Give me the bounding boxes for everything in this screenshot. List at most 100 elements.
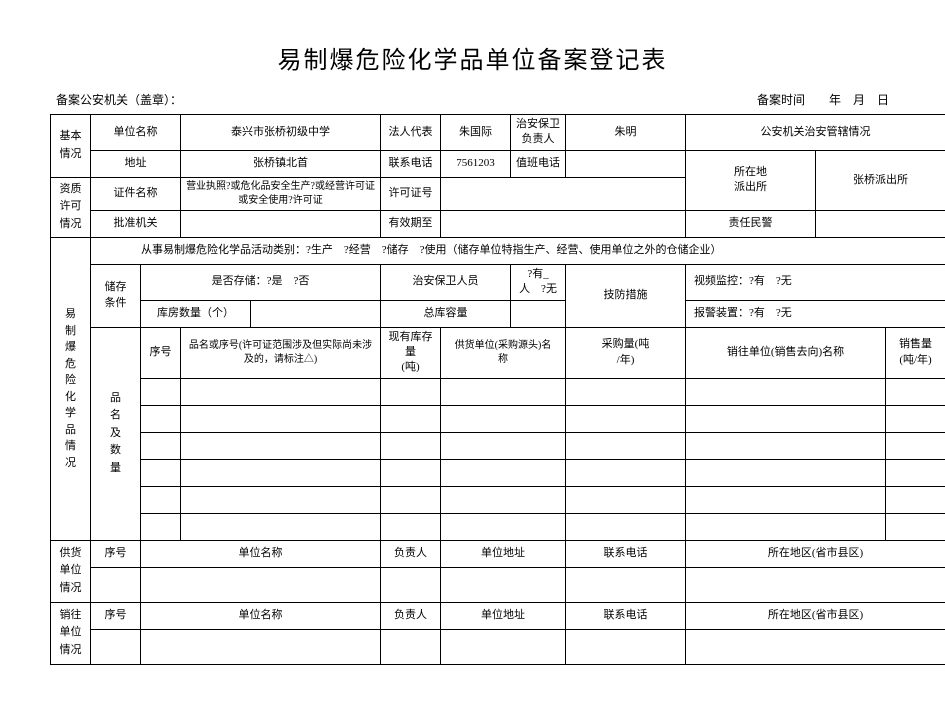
table-row: [441, 405, 566, 432]
table-row: [181, 405, 381, 432]
lbl-purchase: 采购量(吨/年): [566, 327, 686, 378]
table-row: [381, 567, 441, 602]
table-row: [441, 459, 566, 486]
table-row: [91, 629, 141, 664]
table-row: [886, 405, 945, 432]
val-resp-police: [816, 210, 945, 237]
val-legal-rep: 朱国际: [441, 115, 511, 151]
table-row: [566, 378, 686, 405]
val-local-station: 张桥派出所: [816, 150, 945, 210]
section-sales: 销往单位情况: [51, 602, 91, 664]
lbl-valid-until: 有效期至: [381, 210, 441, 237]
section-chem: 易制爆危险化学品情况: [51, 237, 91, 540]
table-row: [181, 432, 381, 459]
table-row: [181, 378, 381, 405]
table-row: [141, 459, 181, 486]
val-duty-tel: [566, 150, 686, 177]
date-label: 备案时间 年 月 日: [757, 91, 889, 108]
lbl-contact-tel: 联系电话: [381, 150, 441, 177]
lbl-cert-name: 证件名称: [91, 177, 181, 210]
lbl-video-mon: 视频监控：?有 ?无: [686, 264, 945, 300]
lbl-total-cap: 总库容量: [381, 300, 511, 327]
val-contact-tel: 7561203: [441, 150, 511, 177]
table-row: [141, 405, 181, 432]
table-row: [686, 459, 886, 486]
val-warehouse-count: [251, 300, 381, 327]
table-row: [686, 378, 886, 405]
lbl-duty-tel: 值班电话: [511, 150, 566, 177]
lbl-alarm: 报警装置：?有 ?无: [686, 300, 945, 327]
stamp-label: 备案公安机关（盖章）：: [56, 91, 182, 108]
lbl-seq: 序号: [141, 327, 181, 378]
lbl-sec-head: 治安保卫负责人: [511, 115, 566, 151]
table-row: [141, 629, 381, 664]
lbl-gov-info: 公安机关治安管辖情况: [686, 115, 945, 151]
table-row: [686, 432, 886, 459]
lbl-resp-police: 责任民警: [686, 210, 816, 237]
lbl-tech-def: 技防措施: [566, 264, 686, 327]
lbl-sec-staff: 治安保卫人员: [381, 264, 511, 300]
table-row: [686, 513, 886, 540]
table-row: [686, 629, 945, 664]
table-row: [181, 459, 381, 486]
lbl-region2: 所在地区(省市县区): [686, 602, 945, 629]
registration-table: 基本情况 单位名称 泰兴市张桥初级中学 法人代表 朱国际 治安保卫负责人 朱明 …: [50, 114, 945, 665]
val-cert-no: [441, 177, 686, 210]
lbl-tel: 联系电话: [566, 540, 686, 567]
section-supply: 供货单位情况: [51, 540, 91, 602]
table-row: [686, 567, 945, 602]
section-basic: 基本情况: [51, 115, 91, 178]
table-row: [886, 432, 945, 459]
table-row: [141, 378, 181, 405]
table-row: [886, 378, 945, 405]
lbl-unit-addr2: 单位地址: [441, 602, 566, 629]
lbl-local-station: 所在地派出所: [686, 150, 816, 210]
table-row: [566, 513, 686, 540]
lbl-cert-no: 许可证号: [381, 177, 441, 210]
table-row: [886, 486, 945, 513]
table-row: [181, 513, 381, 540]
table-row: [686, 405, 886, 432]
table-row: [141, 513, 181, 540]
lbl-item-name: 品名或序号(许可证范围涉及但实际尚未涉及的，请标注△): [181, 327, 381, 378]
lbl-warehouse-count: 库房数量（个）: [141, 300, 251, 327]
val-address: 张桥镇北首: [181, 150, 381, 177]
table-row: [381, 405, 441, 432]
table-row: [566, 405, 686, 432]
table-row: [141, 432, 181, 459]
lbl-sales-amt: 销售量(吨/年): [886, 327, 945, 378]
lbl-unit-name: 单位名称: [91, 115, 181, 151]
table-row: [381, 432, 441, 459]
table-row: [566, 459, 686, 486]
table-row: [886, 513, 945, 540]
table-row: [566, 629, 686, 664]
lbl-buyer: 销往单位(销售去向)名称: [686, 327, 886, 378]
val-cert-name: 营业执照?或危化品安全生产?或经营许可证或安全使用?许可证: [181, 177, 381, 210]
table-row: [381, 629, 441, 664]
lbl-seq3: 序号: [91, 602, 141, 629]
table-row: [441, 513, 566, 540]
val-unit-name: 泰兴市张桥初级中学: [181, 115, 381, 151]
lbl-tel2: 联系电话: [566, 602, 686, 629]
lbl-storage-cond: 储存条件: [91, 264, 141, 327]
table-row: [441, 567, 566, 602]
val-sec-head: 朱明: [566, 115, 686, 151]
table-row: [381, 486, 441, 513]
table-row: [686, 486, 886, 513]
table-row: [566, 567, 686, 602]
lbl-legal-rep: 法人代表: [381, 115, 441, 151]
val-approve-org: [181, 210, 381, 237]
lbl-unit-addr: 单位地址: [441, 540, 566, 567]
table-row: [441, 432, 566, 459]
val-valid-until: [441, 210, 686, 237]
lbl-supplier: 供货单位(采购源头)名称: [441, 327, 566, 378]
lbl-curr-stock: 现有库存量(吨): [381, 327, 441, 378]
page-title: 易制爆危险化学品单位备案登记表: [50, 40, 895, 75]
section-cred: 资质许可情况: [51, 177, 91, 237]
table-row: [441, 378, 566, 405]
lbl-seq2: 序号: [91, 540, 141, 567]
table-row: [441, 629, 566, 664]
table-row: [381, 378, 441, 405]
table-row: [381, 459, 441, 486]
table-row: [886, 459, 945, 486]
